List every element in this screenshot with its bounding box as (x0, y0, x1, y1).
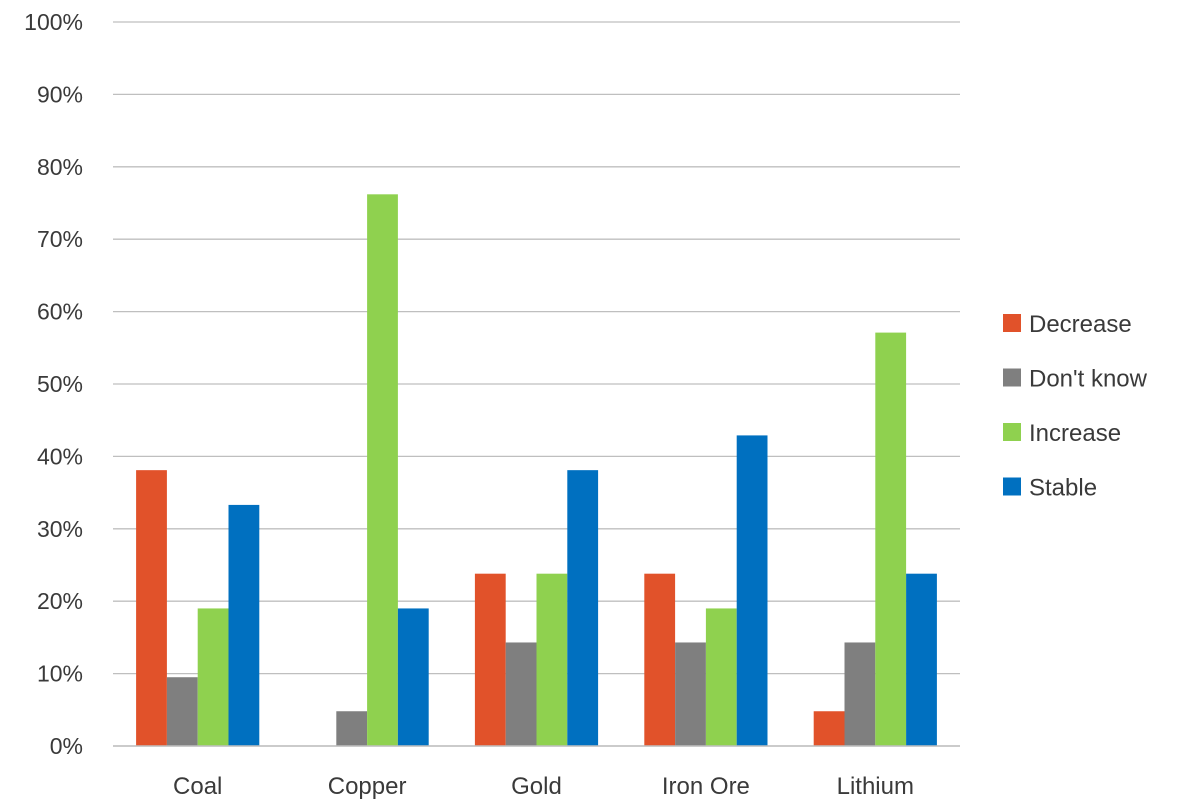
y-tick-label: 60% (37, 299, 83, 325)
y-tick-label: 10% (37, 661, 83, 687)
legend: Decrease Don't know Increase Stable (1003, 311, 1148, 502)
bar-increase-gold (536, 573, 568, 746)
y-tick-label: 80% (37, 154, 83, 180)
legend-label: Increase (1029, 420, 1121, 447)
y-axis-labels: 0% 10% 20% 30% 40% 50% 60% 70% 80% 90% 100% (24, 9, 960, 759)
bar-don-t-know-coal (166, 677, 198, 746)
legend-swatch (1003, 314, 1021, 332)
bar-decrease-iron-ore (644, 573, 676, 746)
x-category-label: Coal (173, 773, 222, 800)
y-tick-label: 20% (37, 588, 83, 614)
bar-stable-lithium (906, 573, 937, 746)
bar-stable-iron-ore (736, 435, 768, 746)
bar-decrease-lithium (813, 711, 845, 746)
x-category-label: Copper (328, 773, 407, 800)
bar-increase-coal (197, 608, 229, 746)
legend-label: Stable (1029, 475, 1097, 502)
x-axis-labels: Coal Copper Gold Iron Ore Lithium (173, 773, 914, 800)
x-category-label: Lithium (837, 773, 914, 800)
bar-stable-gold (567, 470, 599, 746)
bar-stable-coal (228, 504, 260, 746)
bar-decrease-coal (136, 470, 167, 746)
y-tick-label: 0% (50, 733, 83, 759)
y-tick-label: 90% (37, 81, 83, 107)
x-category-label: Gold (511, 773, 562, 800)
y-tick-label: 50% (37, 371, 83, 397)
bar-increase-lithium (875, 332, 907, 746)
y-tick-label: 30% (37, 516, 83, 542)
legend-swatch (1003, 368, 1021, 387)
bar-don-t-know-lithium (844, 642, 876, 746)
bar-don-t-know-iron-ore (675, 642, 706, 746)
bar-increase-iron-ore (705, 608, 737, 746)
bar-increase-copper (367, 194, 398, 746)
x-category-label: Iron Ore (662, 773, 750, 800)
legend-label: Don't know (1029, 366, 1148, 393)
bar-don-t-know-gold (505, 642, 537, 746)
legend-swatch (1003, 423, 1021, 441)
y-tick-label: 40% (37, 443, 83, 469)
legend-swatch (1003, 477, 1021, 496)
bar-don-t-know-copper (336, 711, 368, 746)
y-tick-label: 70% (37, 226, 83, 252)
y-tick-label: 100% (24, 9, 83, 35)
bar-decrease-gold (474, 573, 506, 746)
bar-stable-copper (397, 608, 429, 746)
bars (136, 194, 937, 746)
legend-label: Decrease (1029, 311, 1132, 338)
